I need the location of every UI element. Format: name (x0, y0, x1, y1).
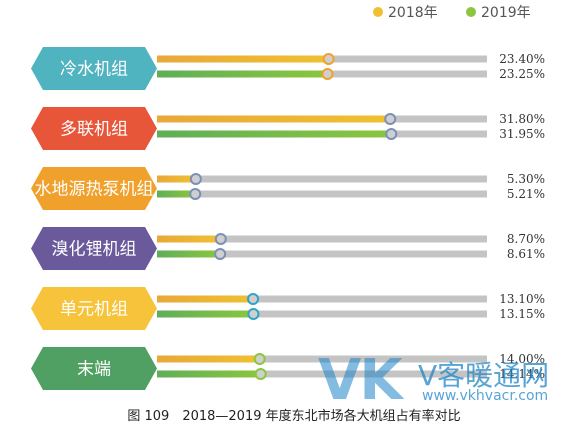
marker-5-0 (253, 353, 266, 365)
marker-2-1 (189, 188, 202, 200)
category-label-1: 多联机组 (60, 120, 128, 140)
marker-1-1 (385, 128, 398, 140)
row-3: 溴化锂机组 8.70%8.61% (31, 227, 545, 270)
marker-0-1 (321, 68, 334, 80)
legend-label-0: 2018年 (388, 5, 438, 21)
value-label-5-1: 14.14% (499, 367, 545, 381)
bar-4-1 (157, 310, 254, 318)
bar-3-0 (157, 235, 221, 243)
value-label-3-1: 8.61% (507, 247, 545, 261)
category-tag-3 (31, 227, 157, 270)
value-label-0-0: 23.40% (499, 52, 545, 66)
marker-1-0 (384, 113, 397, 125)
marker-5-1 (254, 368, 267, 380)
track-3-0 (157, 235, 487, 243)
value-label-3-0: 8.70% (507, 232, 545, 246)
category-label-5: 末端 (77, 360, 111, 380)
track-2-0 (157, 175, 487, 183)
category-tag-4 (31, 287, 157, 330)
value-label-1-1: 31.95% (499, 127, 545, 141)
category-label-2: 水地源热泵机组 (35, 180, 154, 200)
category-tag-2 (31, 167, 157, 210)
track-2-1 (157, 190, 487, 198)
legend-marker-0 (373, 7, 383, 17)
bar-1-1 (157, 130, 392, 138)
category-tag-1 (31, 107, 157, 150)
watermark-url: www.vkhvacr.com (422, 388, 549, 404)
track-5-0 (157, 355, 487, 363)
value-label-5-0: 14.00% (499, 352, 545, 366)
category-label-3: 溴化锂机组 (52, 240, 137, 260)
chart-rows: 冷水机组 23.40%23.25% 多联机组 31.80%31.95% 水地源热泵机组 5… (31, 47, 545, 390)
legend-marker-1 (466, 7, 476, 17)
track-4-0 (157, 295, 487, 303)
bar-2-1 (157, 190, 196, 198)
legend: 2018年 2019年 (373, 5, 531, 21)
row-2: 水地源热泵机组 5.30%5.21% (31, 167, 545, 210)
bar-3-1 (157, 250, 221, 258)
value-label-2-0: 5.30% (507, 172, 545, 186)
bar-1-0 (157, 115, 391, 123)
marker-3-0 (214, 233, 227, 245)
value-label-0-1: 23.25% (499, 67, 545, 81)
marker-2-0 (189, 173, 202, 185)
category-label-0: 冷水机组 (60, 60, 128, 80)
value-label-4-0: 13.10% (499, 292, 545, 306)
category-tag-5 (31, 347, 157, 390)
figure-caption: 图 109 2018—2019 年度东北市场各大机组占有率对比 (127, 409, 461, 424)
value-label-2-1: 5.21% (507, 187, 545, 201)
legend-label-1: 2019年 (481, 5, 531, 21)
value-label-1-0: 31.80% (499, 112, 545, 126)
chart: 2018年 2019年 冷水机组 23.40%23.25% 多联机组 31.80%31.… (31, 5, 545, 390)
track-3-1 (157, 250, 487, 258)
bar-5-1 (157, 370, 261, 378)
watermark-logo: VK (318, 348, 403, 413)
bar-2-0 (157, 175, 196, 183)
row-5: 末端 14.00%14.14% (31, 347, 545, 390)
watermark-name: V客暖通网 (418, 359, 550, 392)
track-4-1 (157, 310, 487, 318)
row-1: 多联机组 31.80%31.95% (31, 107, 545, 150)
row-0: 冷水机组 23.40%23.25% (31, 47, 545, 90)
value-label-4-1: 13.15% (499, 307, 545, 321)
row-4: 单元机组 13.10%13.15% (31, 287, 545, 330)
watermark: VK V客暖通网 www.vkhvacr.com (318, 348, 580, 413)
bar-4-0 (157, 295, 254, 303)
track-5-1 (157, 370, 487, 378)
marker-4-1 (247, 308, 260, 320)
bar-5-0 (157, 355, 260, 363)
bar-0-0 (157, 55, 329, 63)
category-tag-0 (31, 47, 157, 90)
marker-4-0 (247, 293, 260, 305)
marker-3-1 (214, 248, 227, 260)
bar-0-1 (157, 70, 328, 78)
category-label-4: 单元机组 (60, 300, 128, 320)
marker-0-0 (322, 53, 335, 65)
